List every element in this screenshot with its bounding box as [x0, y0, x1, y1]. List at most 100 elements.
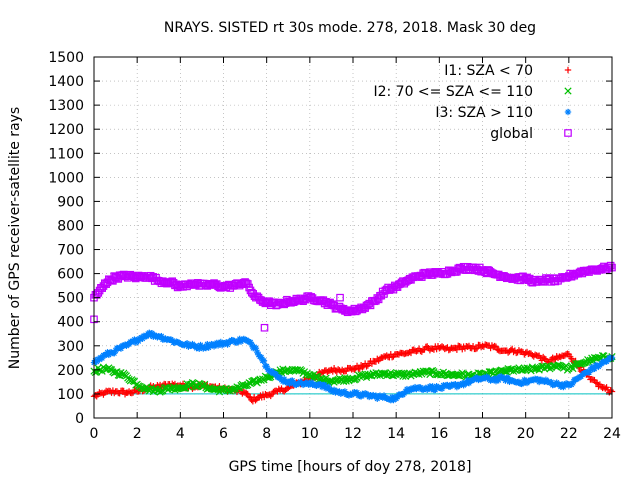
x-tick-label: 2: [133, 426, 142, 442]
y-tick-label: 1000: [48, 170, 84, 186]
legend-label: global: [490, 126, 533, 142]
x-axis-label: GPS time [hours of doy 278, 2018]: [229, 459, 472, 475]
data-point: [607, 386, 614, 394]
y-tick-label: 1500: [48, 50, 84, 66]
data-point: [377, 369, 385, 377]
data-point: [541, 355, 548, 362]
series-i3-sza-110: [90, 329, 616, 404]
data-point: [347, 364, 354, 372]
outlier-point: [260, 323, 269, 332]
data-point: [389, 285, 398, 294]
y-tick-label: 1100: [48, 146, 84, 162]
x-tick-label: 16: [430, 426, 448, 442]
data-point: [550, 356, 558, 363]
x-tick-label: 18: [474, 426, 492, 442]
x-tick-label: 24: [603, 426, 621, 442]
data-point: [592, 379, 600, 386]
data-point: [351, 366, 358, 373]
plot-area: [90, 261, 616, 405]
y-tick-label: 0: [75, 411, 84, 427]
data-point: [605, 264, 614, 272]
data-point: [120, 387, 127, 395]
data-point: [472, 345, 479, 353]
data-point: [175, 384, 183, 393]
data-point: [100, 391, 107, 398]
legend: I1: SZA < 70 I2: 70 <= SZA <= 110 I3: SZA …: [373, 63, 572, 142]
data-point: [98, 284, 107, 292]
data-point: [454, 372, 462, 380]
x-tick-label: 8: [262, 426, 271, 442]
data-point: [596, 381, 604, 388]
data-point: [433, 345, 440, 353]
legend-marker: [564, 87, 572, 95]
data-point: [505, 366, 514, 374]
data-point: [143, 332, 150, 340]
data-point: [172, 385, 180, 393]
data-point: [291, 365, 299, 374]
y-tick-label: 200: [57, 363, 84, 379]
data-point: [443, 371, 452, 380]
y-tick-label: 1200: [48, 122, 84, 138]
data-point: [243, 390, 250, 397]
chart-title: NRAYS. SISTED rt 30s mode. 278, 2018. Ma…: [164, 20, 536, 36]
legend-label: I2: 70 <= SZA <= 110: [373, 84, 533, 100]
data-point: [240, 382, 248, 390]
data-point: [359, 363, 366, 371]
data-point: [467, 377, 474, 385]
data-point: [491, 342, 498, 350]
y-tick-label: 100: [57, 387, 84, 403]
data-point: [411, 347, 419, 354]
data-point: [585, 369, 593, 376]
data-point: [542, 362, 550, 371]
data-point: [262, 362, 269, 370]
data-point: [407, 349, 415, 357]
data-point: [336, 367, 343, 374]
data-point: [562, 362, 570, 370]
data-point: [98, 367, 106, 375]
legend-marker: [564, 66, 572, 74]
legend-label: I1: SZA < 70: [444, 63, 533, 79]
outlier-point: [336, 293, 344, 302]
legend-label: I3: SZA > 110: [435, 105, 533, 121]
data-point: [492, 343, 500, 350]
data-point: [251, 343, 258, 351]
y-tick-label: 600: [57, 267, 84, 283]
data-point: [335, 302, 344, 311]
grid: [94, 57, 612, 418]
y-tick-label: 500: [57, 291, 84, 307]
data-point: [365, 371, 373, 380]
legend-marker: [564, 129, 572, 137]
axes: 0100200300400500600700800900100011001200…: [48, 50, 621, 442]
data-point: [111, 350, 118, 357]
data-point: [324, 299, 333, 307]
y-tick-label: 400: [57, 315, 84, 331]
x-tick-label: 4: [176, 426, 185, 442]
series-i2-70-sza-110: [90, 352, 616, 396]
data-point: [252, 397, 259, 404]
y-tick-label: 800: [57, 218, 84, 234]
y-axis-label: Number of GPS receiver-satellite rays: [7, 107, 23, 369]
data-point: [549, 362, 557, 370]
x-tick-label: 20: [517, 426, 535, 442]
data-point: [606, 261, 615, 270]
x-tick-label: 0: [90, 426, 99, 442]
legend-marker: [564, 108, 572, 116]
data-point: [260, 357, 268, 364]
y-tick-label: 1300: [48, 98, 84, 114]
data-point: [289, 377, 296, 384]
y-tick-label: 900: [57, 194, 84, 210]
x-tick-label: 10: [301, 426, 319, 442]
y-tick-label: 700: [57, 243, 84, 259]
y-tick-label: 300: [57, 339, 84, 355]
data-point: [261, 393, 268, 401]
data-point: [423, 343, 431, 350]
data-point: [508, 345, 516, 353]
data-point: [180, 384, 189, 393]
x-tick-label: 14: [387, 426, 405, 442]
y-tick-label: 1400: [48, 74, 84, 90]
data-point: [379, 354, 386, 361]
series-global: [90, 261, 616, 317]
x-tick-label: 6: [219, 426, 228, 442]
data-point: [453, 346, 461, 353]
